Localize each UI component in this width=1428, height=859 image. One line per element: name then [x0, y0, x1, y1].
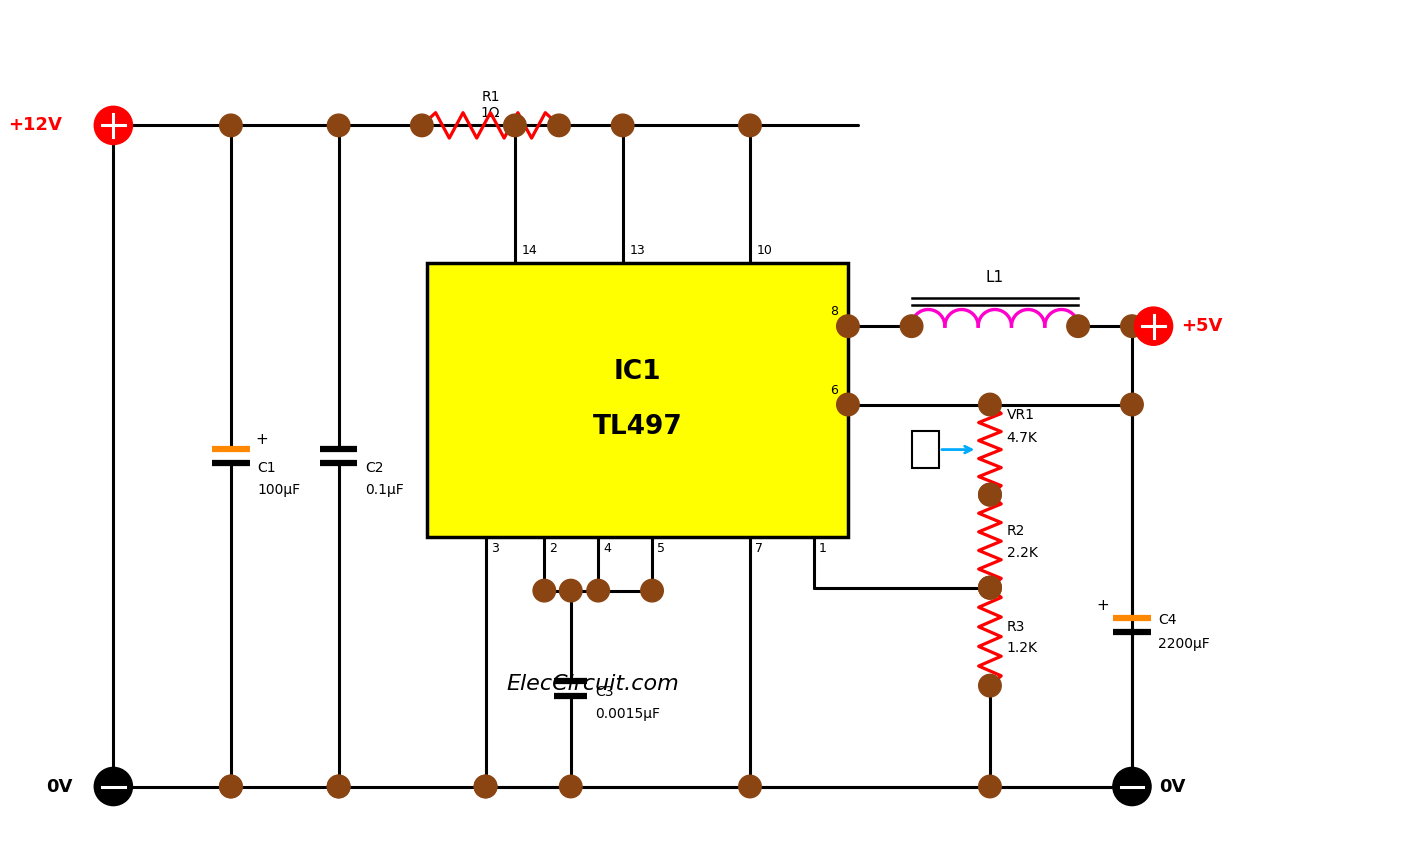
Text: C3: C3 — [595, 685, 614, 698]
Text: +: + — [1097, 598, 1110, 612]
Text: 3: 3 — [491, 542, 500, 555]
Text: +12V: +12V — [9, 116, 63, 134]
Circle shape — [327, 114, 350, 137]
Circle shape — [978, 775, 1001, 798]
Circle shape — [1121, 393, 1144, 416]
Circle shape — [1134, 307, 1172, 345]
Text: 0.0015μF: 0.0015μF — [595, 707, 660, 722]
Circle shape — [587, 579, 610, 602]
Text: C1: C1 — [257, 460, 276, 475]
Circle shape — [978, 484, 1001, 506]
Circle shape — [94, 107, 133, 144]
Text: R1: R1 — [481, 90, 500, 104]
Circle shape — [978, 674, 1001, 697]
Text: C2: C2 — [366, 460, 384, 475]
Text: 0V: 0V — [1160, 777, 1185, 795]
Bar — [911, 431, 940, 468]
Text: 4: 4 — [603, 542, 611, 555]
Text: 13: 13 — [630, 244, 645, 257]
Text: R2: R2 — [1007, 524, 1025, 539]
Text: 2.2K: 2.2K — [1007, 546, 1038, 560]
Text: 0.1μF: 0.1μF — [366, 484, 404, 497]
Text: IC1: IC1 — [614, 359, 661, 385]
Circle shape — [978, 576, 1001, 599]
Circle shape — [837, 315, 860, 338]
Text: 8: 8 — [830, 305, 838, 319]
Circle shape — [220, 775, 243, 798]
Text: +: + — [256, 432, 268, 447]
Text: 0V: 0V — [46, 777, 73, 795]
Text: 7: 7 — [755, 542, 763, 555]
Text: TL497: TL497 — [593, 414, 683, 440]
Text: 100μF: 100μF — [257, 484, 300, 497]
Circle shape — [411, 114, 433, 137]
Circle shape — [327, 775, 350, 798]
Circle shape — [560, 579, 583, 602]
Text: L1: L1 — [985, 270, 1004, 285]
Circle shape — [641, 579, 664, 602]
Text: 1.2K: 1.2K — [1007, 642, 1038, 655]
Circle shape — [978, 576, 1001, 599]
Circle shape — [611, 114, 634, 137]
Circle shape — [474, 775, 497, 798]
Text: R3: R3 — [1007, 620, 1025, 634]
Circle shape — [1121, 315, 1144, 338]
Text: VR1: VR1 — [1007, 408, 1035, 423]
Text: 1Ω: 1Ω — [481, 106, 500, 119]
Text: 14: 14 — [521, 244, 537, 257]
Circle shape — [94, 767, 133, 806]
Text: C4: C4 — [1158, 613, 1177, 627]
Circle shape — [220, 775, 243, 798]
Circle shape — [978, 576, 1001, 599]
Text: 1: 1 — [818, 542, 827, 555]
Text: 2200μF: 2200μF — [1158, 637, 1210, 651]
Circle shape — [327, 775, 350, 798]
Text: +5V: +5V — [1181, 317, 1222, 335]
Circle shape — [220, 114, 243, 137]
Bar — [427, 263, 848, 537]
Circle shape — [978, 484, 1001, 506]
Circle shape — [504, 114, 526, 137]
Circle shape — [474, 775, 497, 798]
Circle shape — [837, 393, 860, 416]
Text: 4.7K: 4.7K — [1007, 431, 1038, 445]
Circle shape — [1112, 767, 1151, 806]
Circle shape — [1067, 315, 1090, 338]
Circle shape — [548, 114, 570, 137]
Circle shape — [738, 114, 761, 137]
Circle shape — [560, 775, 583, 798]
Text: ElecCircuit.com: ElecCircuit.com — [507, 673, 680, 694]
Text: 2: 2 — [550, 542, 557, 555]
Circle shape — [738, 775, 761, 798]
Circle shape — [900, 315, 922, 338]
Circle shape — [978, 393, 1001, 416]
Text: 10: 10 — [757, 244, 773, 257]
Text: 6: 6 — [830, 384, 838, 397]
Text: 5: 5 — [657, 542, 665, 555]
Circle shape — [533, 579, 555, 602]
